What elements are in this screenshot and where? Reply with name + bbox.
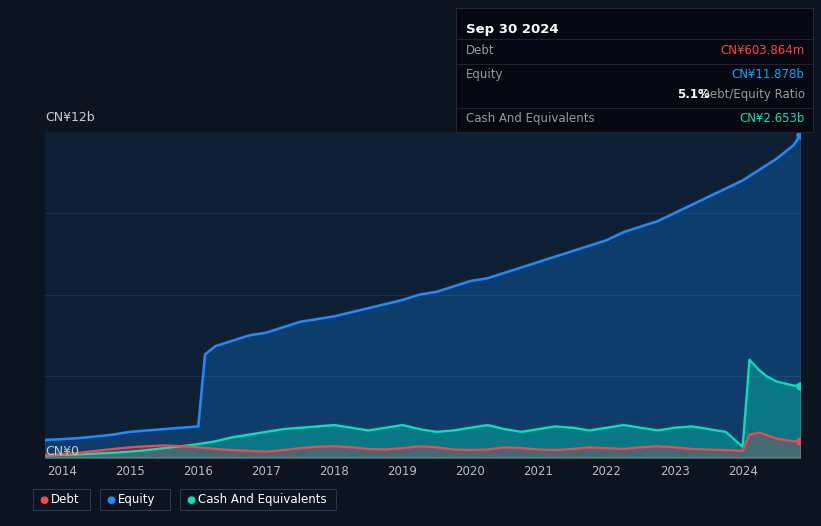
Text: CN¥0: CN¥0	[45, 444, 79, 458]
Text: ●: ●	[39, 494, 48, 505]
Text: Debt/Equity Ratio: Debt/Equity Ratio	[696, 88, 805, 101]
Text: Debt: Debt	[466, 44, 494, 57]
Text: ●: ●	[107, 494, 116, 505]
Text: Cash And Equivalents: Cash And Equivalents	[198, 493, 327, 506]
Text: ●: ●	[186, 494, 195, 505]
Text: Sep 30 2024: Sep 30 2024	[466, 23, 558, 36]
Text: CN¥603.864m: CN¥603.864m	[720, 44, 805, 57]
Text: Debt: Debt	[51, 493, 80, 506]
Text: CN¥12b: CN¥12b	[45, 110, 94, 124]
Text: 5.1%: 5.1%	[677, 88, 710, 101]
Text: CN¥2.653b: CN¥2.653b	[739, 112, 805, 125]
Text: Equity: Equity	[466, 68, 503, 81]
Text: Cash And Equivalents: Cash And Equivalents	[466, 112, 594, 125]
Text: Equity: Equity	[118, 493, 156, 506]
Text: CN¥11.878b: CN¥11.878b	[732, 68, 805, 81]
